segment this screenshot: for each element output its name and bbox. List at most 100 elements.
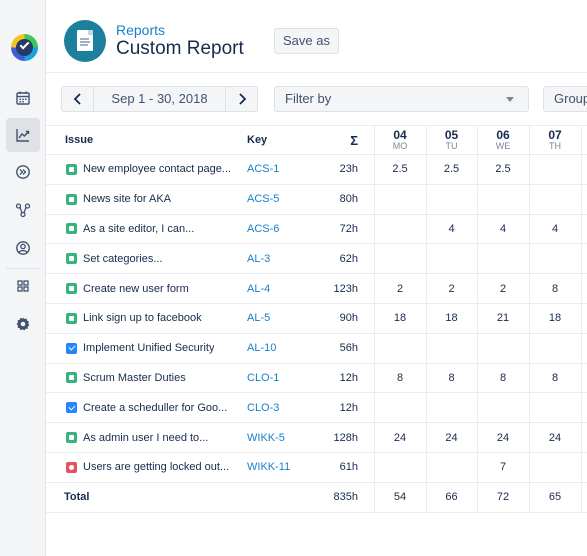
- day-hours-cell[interactable]: [529, 155, 581, 184]
- day-hours-cell[interactable]: 2.5: [392, 163, 408, 176]
- day-hours-cell[interactable]: [426, 334, 477, 363]
- day-hours-cell[interactable]: 8: [551, 371, 559, 384]
- issue-cell[interactable]: Users are getting locked out...: [66, 453, 238, 482]
- issue-summary[interactable]: Scrum Master Duties: [83, 371, 186, 384]
- day-hours-cell[interactable]: 2.5: [443, 163, 460, 176]
- day-hours-cell[interactable]: 2.5: [495, 163, 511, 176]
- next-period-button[interactable]: [226, 87, 257, 111]
- issue-cell[interactable]: Link sign up to facebook: [66, 304, 238, 333]
- day-hours-cell[interactable]: [374, 244, 426, 273]
- issue-cell[interactable]: Implement Unified Security: [66, 334, 238, 363]
- day-hours-cell[interactable]: 24: [445, 431, 458, 444]
- breadcrumb-reports[interactable]: Reports: [116, 22, 166, 38]
- save-as-button[interactable]: Save as: [274, 28, 339, 54]
- issue-key-link[interactable]: ACS-5: [247, 193, 280, 206]
- app-logo[interactable]: [11, 34, 38, 61]
- day-hours-cell[interactable]: [477, 185, 529, 214]
- day-hours-cell[interactable]: [426, 453, 477, 482]
- day-hours-cell[interactable]: [374, 334, 426, 363]
- calendar-icon[interactable]: [6, 81, 40, 115]
- gear-icon[interactable]: [6, 307, 40, 341]
- chart-icon[interactable]: [6, 118, 40, 152]
- issue-summary[interactable]: News site for AKA: [83, 193, 172, 206]
- day-hours-cell[interactable]: 4: [551, 222, 559, 235]
- timer-icon[interactable]: [6, 155, 40, 189]
- issue-key-link[interactable]: CLO-1: [247, 371, 280, 384]
- day-hours-cell[interactable]: [374, 215, 426, 244]
- user-icon[interactable]: [6, 231, 40, 265]
- table-row[interactable]: News site for AKA ACS-5 80h: [46, 185, 587, 215]
- day-hours-cell[interactable]: [529, 185, 581, 214]
- issue-cell[interactable]: News site for AKA: [66, 185, 238, 214]
- prev-period-button[interactable]: [62, 87, 93, 111]
- issue-summary[interactable]: As a site editor, I can...: [83, 222, 195, 235]
- day-hours-cell[interactable]: [529, 334, 581, 363]
- day-hours-cell[interactable]: [374, 393, 426, 422]
- day-hours-cell[interactable]: 2: [448, 282, 455, 295]
- issue-key-link[interactable]: WIKK-5: [247, 431, 285, 444]
- day-hours-cell[interactable]: 2: [499, 282, 507, 295]
- day-hours-cell[interactable]: 24: [548, 431, 562, 444]
- issue-summary[interactable]: Users are getting locked out...: [83, 461, 230, 474]
- issue-key-link[interactable]: AL-5: [247, 312, 271, 325]
- group-by-dropdown[interactable]: Group: [543, 86, 587, 112]
- issue-summary[interactable]: Link sign up to facebook: [83, 312, 202, 325]
- day-hours-cell[interactable]: 21: [496, 312, 510, 325]
- issue-summary[interactable]: Create new user form: [83, 282, 189, 295]
- issue-cell[interactable]: As admin user I need to...: [66, 423, 238, 452]
- flow-icon[interactable]: [6, 193, 40, 227]
- day-hours-cell[interactable]: [374, 453, 426, 482]
- issue-cell[interactable]: Create a scheduller for Goo...: [66, 393, 238, 422]
- column-header-sum[interactable]: Σ: [350, 132, 358, 148]
- day-hours-cell[interactable]: 8: [396, 371, 404, 384]
- table-row[interactable]: Scrum Master Duties CLO-1 12h 8 8 8 8: [46, 364, 587, 394]
- issue-cell[interactable]: New employee contact page...: [66, 155, 238, 184]
- day-hours-cell[interactable]: 2: [396, 282, 404, 295]
- issue-summary[interactable]: As admin user I need to...: [83, 431, 209, 444]
- column-header-key[interactable]: Key: [247, 134, 268, 146]
- issue-summary[interactable]: New employee contact page...: [83, 163, 231, 176]
- day-hours-cell[interactable]: 7: [499, 461, 507, 474]
- day-hours-cell[interactable]: 24: [393, 431, 407, 444]
- issue-key-link[interactable]: CLO-3: [247, 401, 280, 414]
- day-hours-cell[interactable]: [477, 334, 529, 363]
- table-row[interactable]: Link sign up to facebook AL-5 90h 18 18 21 18: [46, 304, 587, 334]
- day-hours-cell[interactable]: [529, 244, 581, 273]
- issue-key-link[interactable]: AL-4: [247, 282, 271, 295]
- date-range-label[interactable]: Sep 1 - 30, 2018: [93, 87, 226, 111]
- table-row[interactable]: As a site editor, I can... ACS-6 72h 4 4 4: [46, 215, 587, 245]
- issue-key-link[interactable]: AL-10: [247, 342, 277, 355]
- column-header-issue[interactable]: Issue: [65, 134, 94, 146]
- day-hours-cell[interactable]: 18: [548, 312, 562, 325]
- day-hours-cell[interactable]: 4: [499, 222, 507, 235]
- day-hours-cell[interactable]: 4: [448, 222, 455, 235]
- day-hours-cell[interactable]: [426, 185, 477, 214]
- filter-dropdown[interactable]: Filter by: [274, 86, 529, 112]
- issue-key-link[interactable]: WIKK-11: [247, 461, 291, 474]
- table-row[interactable]: Implement Unified Security AL-10 56h: [46, 334, 587, 364]
- issue-key-link[interactable]: ACS-6: [247, 222, 280, 235]
- issue-cell[interactable]: Create new user form: [66, 274, 238, 303]
- table-row[interactable]: Set categories... AL-3 62h: [46, 244, 587, 275]
- day-hours-cell[interactable]: 18: [445, 312, 458, 325]
- table-row[interactable]: Users are getting locked out... WIKK-11 61…: [46, 453, 587, 483]
- table-row[interactable]: Create a scheduller for Goo... CLO-3 12h: [46, 393, 587, 424]
- issue-key-link[interactable]: AL-3: [247, 252, 271, 265]
- issue-key-link[interactable]: ACS-1: [247, 163, 280, 176]
- issue-cell[interactable]: Set categories...: [66, 244, 238, 273]
- day-hours-cell[interactable]: [426, 393, 477, 422]
- issue-summary[interactable]: Set categories...: [83, 252, 163, 265]
- table-row[interactable]: As admin user I need to... WIKK-5 128h 24 24…: [46, 423, 587, 453]
- day-hours-cell[interactable]: 18: [393, 312, 407, 325]
- day-hours-cell[interactable]: 24: [496, 431, 510, 444]
- day-hours-cell[interactable]: 8: [551, 282, 559, 295]
- table-row[interactable]: Create new user form AL-4 123h 2 2 2 8: [46, 274, 587, 304]
- day-hours-cell[interactable]: [477, 244, 529, 273]
- issue-summary[interactable]: Create a scheduller for Goo...: [83, 401, 228, 414]
- day-hours-cell[interactable]: [477, 393, 529, 422]
- day-hours-cell[interactable]: [426, 244, 477, 273]
- day-hours-cell[interactable]: [374, 185, 426, 214]
- issue-cell[interactable]: Scrum Master Duties: [66, 364, 238, 393]
- issue-summary[interactable]: Implement Unified Security: [83, 342, 215, 355]
- day-hours-cell[interactable]: 8: [499, 371, 507, 384]
